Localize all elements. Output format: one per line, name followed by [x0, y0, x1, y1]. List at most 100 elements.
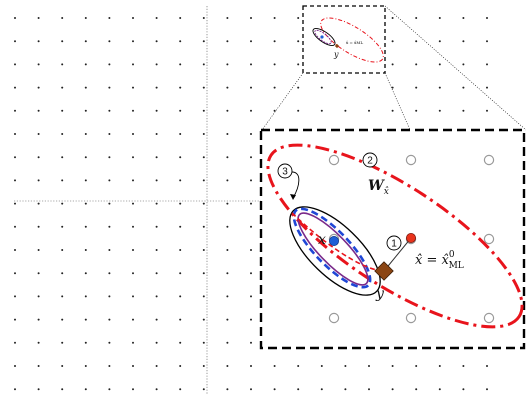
grid-dot: [226, 133, 229, 135]
grid-dot: [37, 225, 40, 228]
grid-dot: [202, 341, 205, 344]
grid-dot: [226, 272, 229, 275]
grid-dot: [273, 17, 276, 19]
grid-dot: [61, 202, 64, 205]
grid-dot: [391, 388, 394, 391]
grid-dot: [226, 109, 229, 112]
red-inner-arc: [291, 212, 385, 272]
grid-dot: [14, 156, 16, 159]
grid-dot: [368, 388, 370, 391]
grid-dot: [179, 249, 182, 251]
grid-dot: [486, 63, 488, 66]
grid-dot: [132, 272, 134, 275]
grid-dot: [368, 86, 370, 89]
grid-dot: [297, 365, 300, 367]
grid-dot: [37, 109, 40, 112]
grid-dot: [320, 388, 323, 391]
grid-dot: [132, 109, 134, 112]
grid-dot: [226, 365, 229, 367]
grid-dot: [61, 295, 64, 298]
grid-dot: [37, 86, 40, 89]
grid-dot: [14, 17, 16, 19]
grid-dot: [132, 225, 134, 228]
grid-dot: [415, 109, 418, 112]
grid-dot: [108, 272, 111, 275]
inset-source: x̂ = x̂ML y: [302, 5, 386, 74]
svg-text:2: 2: [367, 156, 373, 167]
grid-dot: [84, 109, 87, 112]
grid-dot: [202, 272, 205, 275]
grid-dot: [415, 63, 418, 66]
grid-dot: [462, 40, 465, 43]
grid-dot: [415, 40, 418, 43]
grid-dot: [108, 202, 111, 205]
point-y-diamond-icon: [374, 261, 394, 281]
grid-dot: [250, 295, 252, 298]
grid-dot: [226, 63, 229, 66]
grid-dot: [391, 86, 394, 89]
grid-dot: [108, 341, 111, 344]
grid-dot: [84, 179, 87, 182]
grid-dot: [155, 341, 158, 344]
grid-dot: [179, 40, 182, 43]
grid-dot: [155, 272, 158, 275]
grid-dot: [202, 133, 205, 135]
grid-dot: [226, 40, 229, 43]
grid-dot: [155, 17, 158, 19]
connector-line: [383, 237, 412, 272]
grid-dot: [84, 318, 87, 321]
grid-dot: [37, 365, 40, 367]
grid-dot: [250, 225, 252, 228]
grid-dot: [155, 86, 158, 89]
grid-dot: [273, 388, 276, 391]
grid-dot: [132, 86, 134, 89]
grid-dot: [391, 17, 394, 19]
point-x-blue-dot-icon: [328, 235, 339, 246]
mini-purple-ellipse: [314, 29, 332, 45]
grid-dot: [61, 249, 64, 251]
grid-dot: [486, 40, 488, 43]
grid-dot: [391, 63, 394, 66]
grid-dot: [132, 179, 134, 182]
grid-dot: [273, 86, 276, 89]
grid-dot: [202, 202, 205, 205]
grid-dot: [179, 225, 182, 228]
grid-dot: [273, 63, 276, 66]
grid-dot: [108, 295, 111, 298]
grid-dot: [226, 179, 229, 182]
grid-dot: [108, 63, 111, 66]
grid-dot: [297, 40, 300, 43]
grid-dot: [14, 225, 16, 228]
grid-dot: [250, 249, 252, 251]
grid-dot: [391, 40, 394, 43]
grid-dot: [179, 133, 182, 135]
grid-dot: [14, 40, 16, 43]
grid-dot: [108, 133, 111, 135]
grid-dot: [486, 109, 488, 112]
grid-dot: [462, 17, 465, 19]
svg-text:3: 3: [282, 167, 288, 178]
grid-dot: [155, 179, 158, 182]
marker-3: 3: [277, 163, 293, 179]
grid-dot: [108, 179, 111, 182]
grid-dot: [179, 179, 182, 182]
grid-dot: [61, 272, 64, 275]
grid-dot: [297, 86, 300, 89]
grid-dot: [14, 341, 16, 344]
grid-dot: [179, 17, 182, 19]
grid-dot: [226, 341, 229, 344]
grid-dot: [179, 295, 182, 298]
grid-dot: [368, 365, 370, 367]
grid-dot: [84, 133, 87, 135]
grid-dot: [84, 365, 87, 367]
grid-dot: [202, 318, 205, 321]
grid-dot: [179, 63, 182, 66]
grid-dot: [368, 109, 370, 112]
grid-dot: [108, 318, 111, 321]
grid-dot: [84, 272, 87, 275]
grid-dot: [415, 365, 418, 367]
grid-dot: [61, 133, 64, 135]
grid-dot: [61, 318, 64, 321]
grid-dot: [273, 40, 276, 43]
grid-dot: [438, 365, 441, 367]
